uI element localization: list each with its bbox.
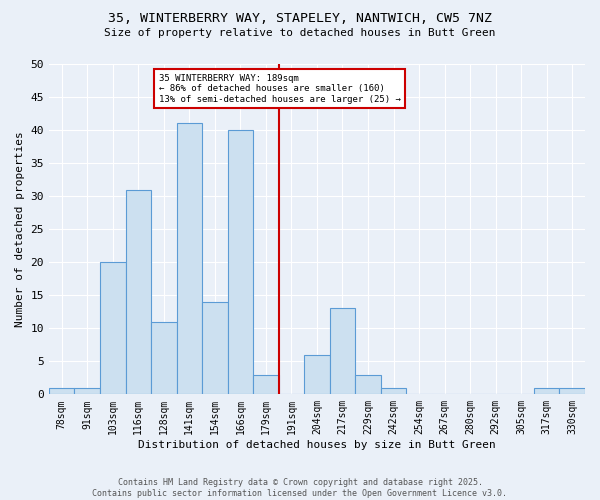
Bar — [381, 388, 406, 394]
Bar — [330, 308, 355, 394]
Y-axis label: Number of detached properties: Number of detached properties — [15, 132, 25, 327]
Bar — [227, 130, 253, 394]
Bar — [202, 302, 227, 394]
Bar — [151, 322, 176, 394]
X-axis label: Distribution of detached houses by size in Butt Green: Distribution of detached houses by size … — [138, 440, 496, 450]
Text: 35, WINTERBERRY WAY, STAPELEY, NANTWICH, CW5 7NZ: 35, WINTERBERRY WAY, STAPELEY, NANTWICH,… — [108, 12, 492, 26]
Bar — [176, 124, 202, 394]
Bar — [304, 354, 330, 395]
Bar — [355, 374, 381, 394]
Text: Contains HM Land Registry data © Crown copyright and database right 2025.
Contai: Contains HM Land Registry data © Crown c… — [92, 478, 508, 498]
Text: Size of property relative to detached houses in Butt Green: Size of property relative to detached ho… — [104, 28, 496, 38]
Text: 35 WINTERBERRY WAY: 189sqm
← 86% of detached houses are smaller (160)
13% of sem: 35 WINTERBERRY WAY: 189sqm ← 86% of deta… — [158, 74, 401, 104]
Bar — [534, 388, 559, 394]
Bar — [49, 388, 74, 394]
Bar — [100, 262, 125, 394]
Bar — [253, 374, 278, 394]
Bar — [125, 190, 151, 394]
Bar — [74, 388, 100, 394]
Bar — [559, 388, 585, 394]
